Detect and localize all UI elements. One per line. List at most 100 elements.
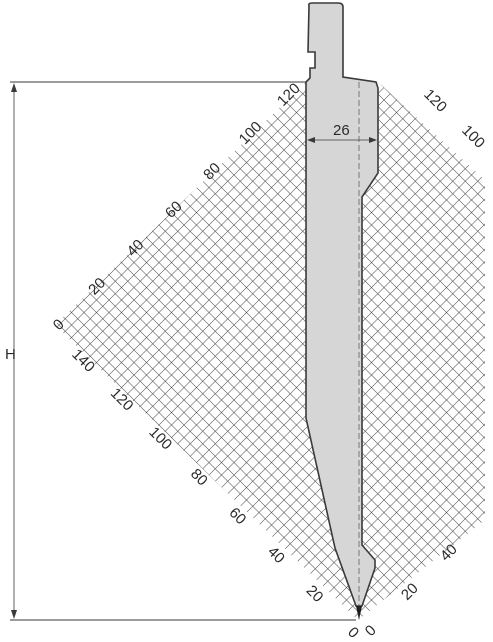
grid-line xyxy=(0,0,493,222)
left-lower-scale-label: 0 xyxy=(344,624,362,642)
grid-line xyxy=(0,0,493,434)
grid-line xyxy=(0,259,493,642)
grid-line xyxy=(0,0,493,16)
grid-line xyxy=(0,0,493,454)
grid-line xyxy=(0,0,493,241)
grid-line xyxy=(0,191,493,642)
grid-line xyxy=(0,0,493,22)
right-lower-scale-label: 0 xyxy=(362,622,380,640)
right-upper-scale-label: 120 xyxy=(420,86,450,116)
grid-line xyxy=(0,216,493,642)
grid-line xyxy=(0,197,493,642)
grid-line xyxy=(0,0,493,247)
grid-line xyxy=(0,372,493,642)
grid-line xyxy=(0,0,493,134)
grid-line xyxy=(0,247,493,642)
grid-line xyxy=(0,447,493,642)
grid-line xyxy=(0,0,493,404)
grid-line xyxy=(0,116,493,616)
grid-line xyxy=(0,0,493,179)
right-lower-scale-label: 40 xyxy=(437,541,461,565)
grid-line xyxy=(0,47,493,547)
grid-line xyxy=(0,134,493,634)
left-lower-scale-label: 80 xyxy=(187,465,211,489)
grid-line xyxy=(0,0,493,491)
grid-line xyxy=(0,0,493,54)
grid-line xyxy=(0,534,493,642)
grid-line xyxy=(0,0,493,329)
height-arrow-bottom xyxy=(11,610,17,619)
grid-line xyxy=(0,0,493,104)
grid-line xyxy=(0,0,493,234)
grid-line xyxy=(0,0,493,466)
grid-line xyxy=(0,397,493,642)
left-upper-scale-label: 120 xyxy=(274,80,304,110)
left-lower-scale-label: 140 xyxy=(68,346,98,376)
grid-line xyxy=(0,0,493,91)
grid-line xyxy=(0,16,493,516)
grid-line xyxy=(0,0,493,447)
grid-line xyxy=(0,41,493,541)
grid-line xyxy=(0,0,493,184)
grid-line xyxy=(0,504,493,642)
grid-line xyxy=(0,0,493,229)
grid-line xyxy=(0,22,493,522)
grid-line xyxy=(0,0,493,484)
grid-line xyxy=(0,0,493,354)
grid-line xyxy=(0,0,493,316)
grid-line xyxy=(0,0,493,497)
grid-line xyxy=(0,0,493,4)
left-lower-scale-label: 40 xyxy=(264,543,288,567)
grid-line xyxy=(0,34,493,534)
grid-line xyxy=(0,341,493,642)
grid-line xyxy=(0,0,493,391)
grid-line xyxy=(0,0,493,429)
grid-line xyxy=(0,347,493,642)
grid-line xyxy=(0,0,493,366)
grid-line xyxy=(0,0,493,122)
left-lower-scale-label: 20 xyxy=(303,582,327,606)
grid-line xyxy=(0,0,493,322)
grid-line xyxy=(0,0,493,397)
grid-line xyxy=(0,559,493,642)
grid-line xyxy=(0,29,493,529)
grid-line xyxy=(0,472,493,642)
grid-line xyxy=(0,0,493,79)
grid-line xyxy=(0,0,493,9)
grid-line xyxy=(0,0,493,141)
grid-line xyxy=(0,234,493,642)
grid-line xyxy=(0,634,493,642)
grid-line xyxy=(0,0,493,29)
right-upper-scale-label: 100 xyxy=(458,122,488,152)
grid-line xyxy=(0,172,493,642)
grid-line xyxy=(0,484,493,642)
grid-line xyxy=(0,0,493,372)
grid-line xyxy=(0,597,493,642)
grid-line xyxy=(0,0,493,116)
grid-line xyxy=(0,0,493,72)
grid-line xyxy=(0,409,493,642)
grid-line xyxy=(0,0,493,59)
grid-line xyxy=(0,622,493,642)
grid-line xyxy=(0,0,493,347)
grid-line xyxy=(0,0,493,216)
grid-line xyxy=(0,0,493,84)
grid-line xyxy=(0,466,493,642)
grid-line xyxy=(0,147,493,642)
grid-line xyxy=(0,0,493,34)
grid-line xyxy=(0,609,493,642)
grid-line xyxy=(0,209,493,642)
left-lower-scale-label: 60 xyxy=(226,504,250,528)
grid-line xyxy=(0,129,493,629)
grid-line xyxy=(0,0,493,129)
left-upper-scale-label: 100 xyxy=(236,118,266,148)
grid-line xyxy=(0,84,493,584)
grid-line xyxy=(0,0,493,334)
grid-line xyxy=(0,459,493,642)
grid-line xyxy=(0,0,493,109)
grid-line xyxy=(0,441,493,642)
grid-line xyxy=(0,366,493,642)
grid-line xyxy=(0,159,493,642)
grid-line xyxy=(0,0,493,197)
